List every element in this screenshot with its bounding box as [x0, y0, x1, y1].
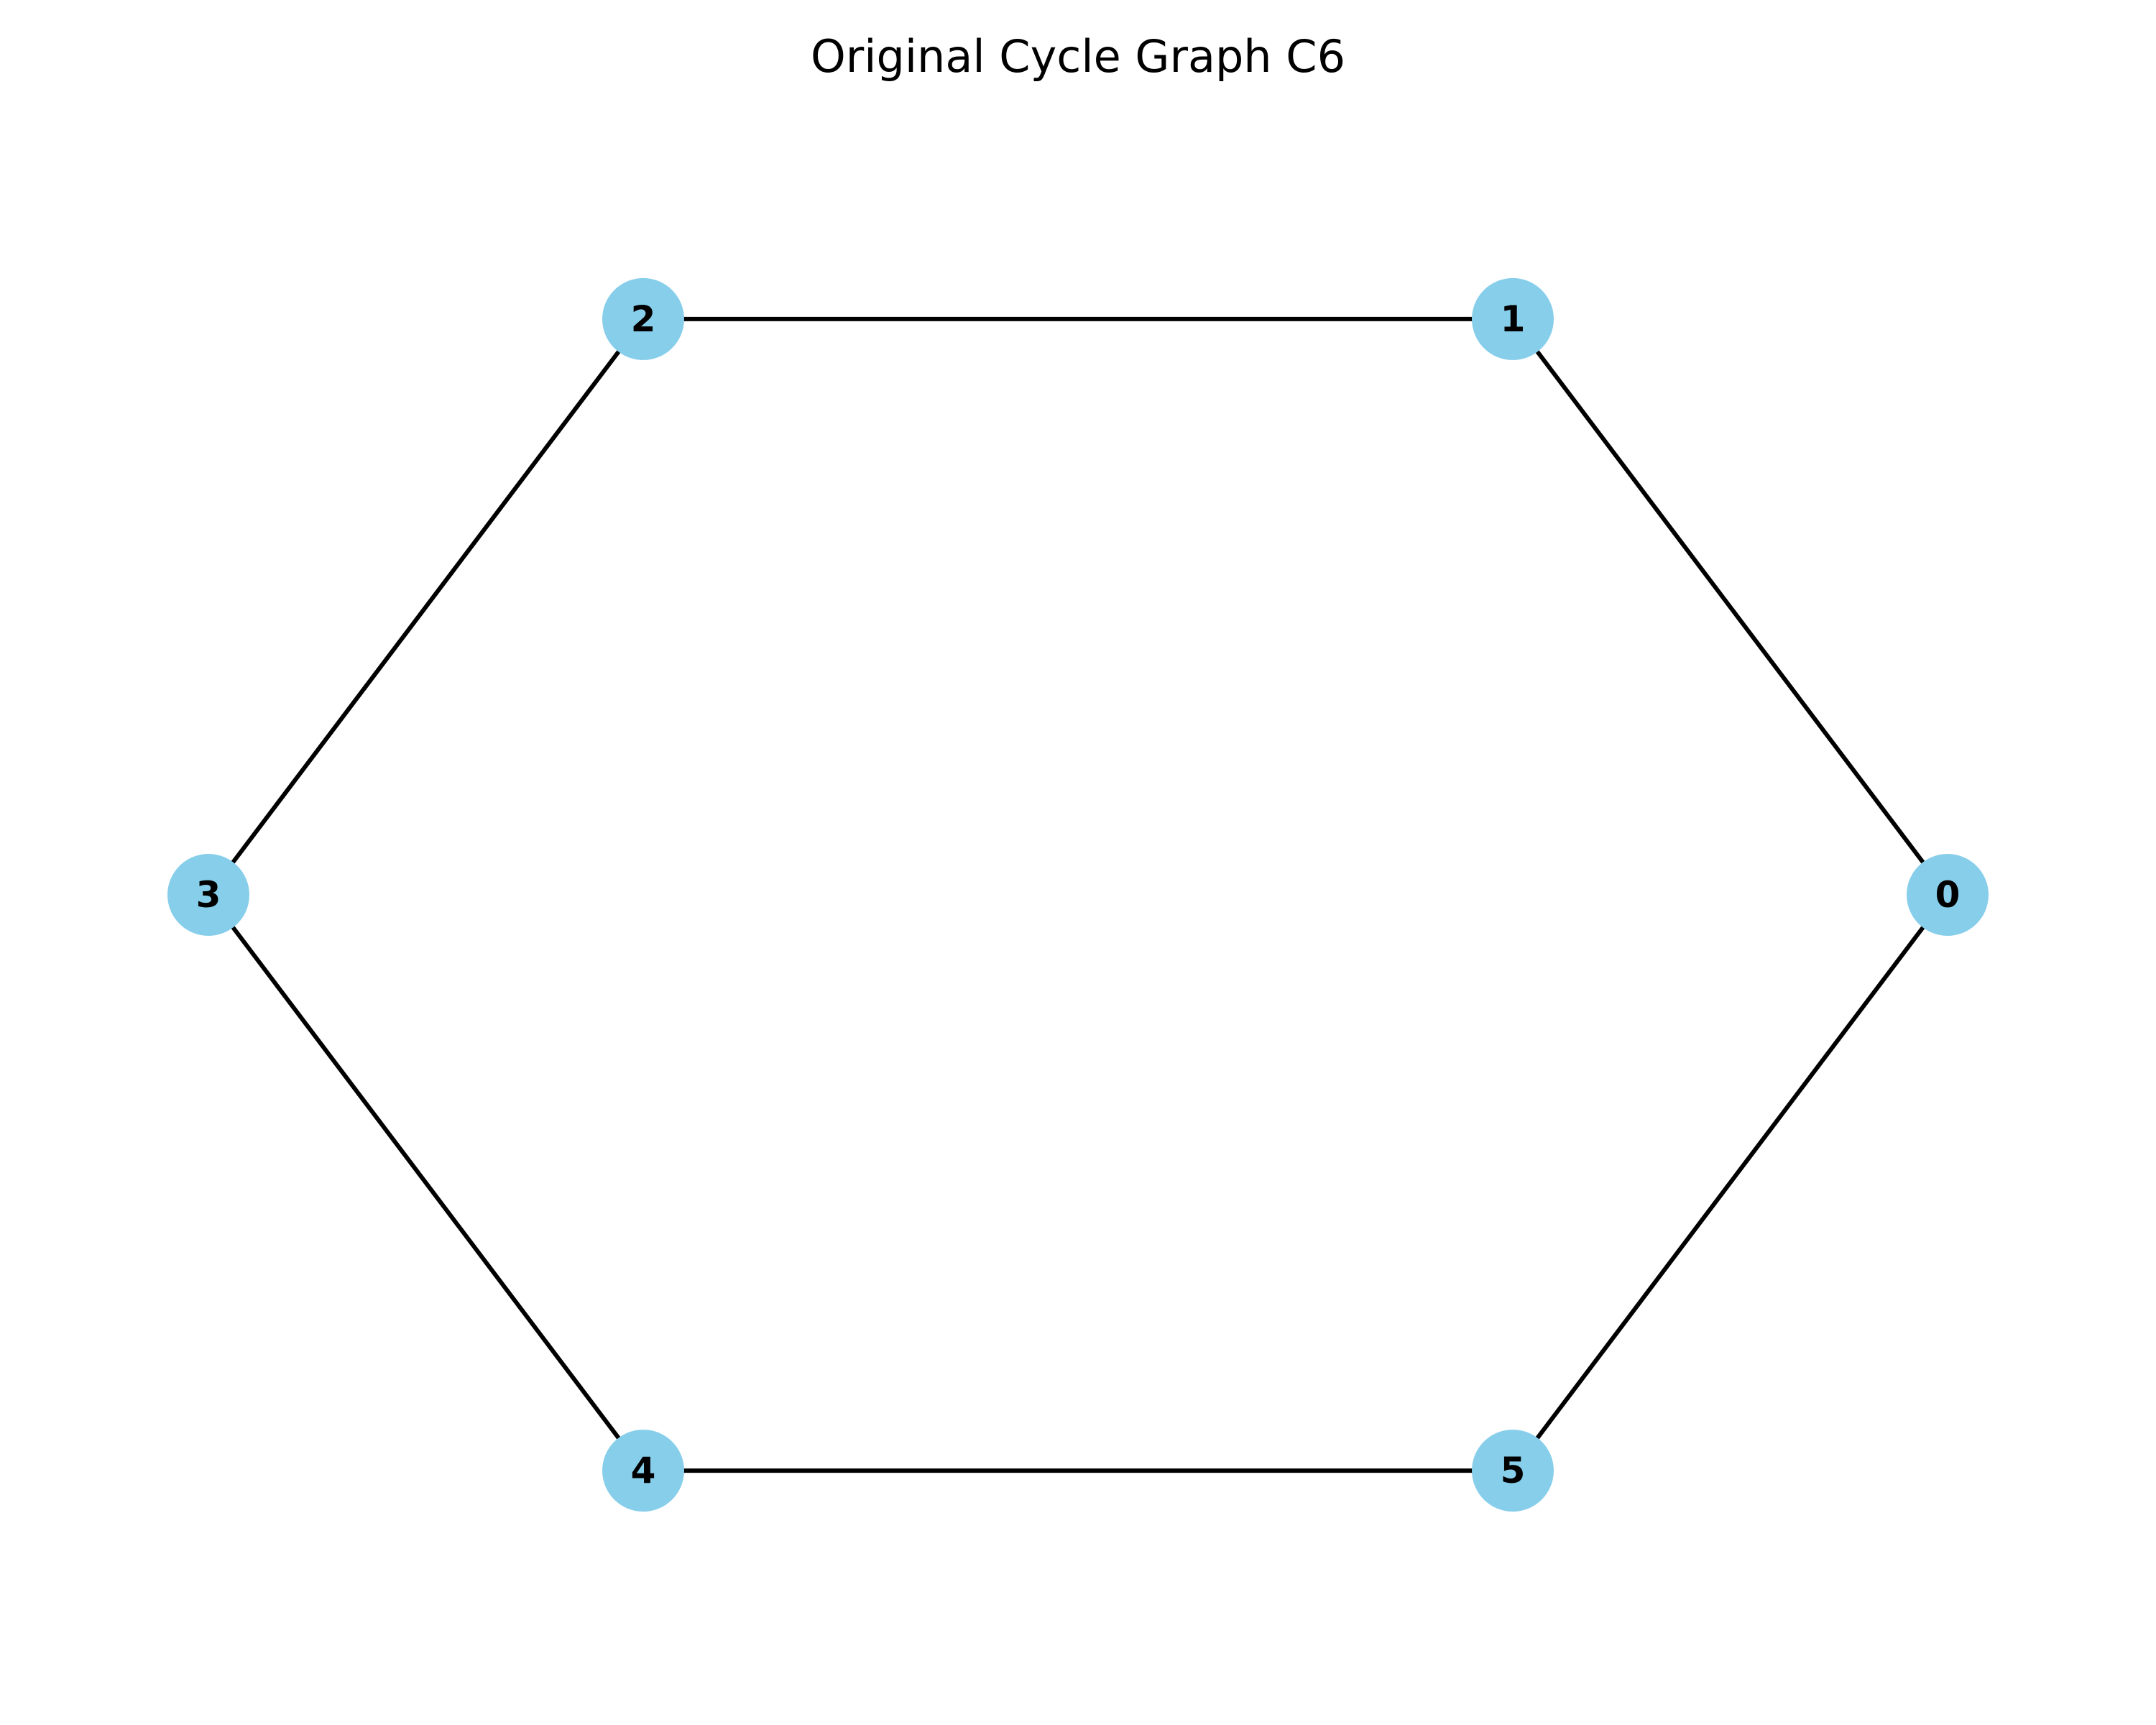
nodes-layer: 0 1 2 3 4 5	[167, 277, 1989, 1512]
node-2: 2	[602, 277, 684, 360]
edge-0-1	[1511, 318, 1950, 896]
node-label-0: 0	[1935, 874, 1961, 916]
node-label-3: 3	[196, 874, 221, 916]
node-circle-3	[167, 854, 249, 936]
node-label-2: 2	[631, 298, 656, 340]
node-3: 3	[167, 854, 249, 936]
node-4: 4	[602, 1430, 684, 1512]
node-circle-5	[1472, 1430, 1554, 1512]
node-0: 0	[1907, 854, 1989, 936]
node-1: 1	[1472, 277, 1554, 360]
node-circle-4	[602, 1430, 684, 1512]
node-label-1: 1	[1501, 298, 1526, 340]
node-circle-2	[602, 277, 684, 360]
node-label-5: 5	[1501, 1450, 1526, 1491]
edge-2-3	[206, 318, 645, 896]
edge-5-0	[1511, 893, 1950, 1472]
node-5: 5	[1472, 1430, 1554, 1512]
node-label-4: 4	[631, 1450, 656, 1491]
figure-title: Original Cycle Graph C6	[811, 30, 1345, 83]
edges-layer	[206, 316, 1950, 1473]
edge-3-4	[206, 893, 645, 1472]
node-circle-0	[1907, 854, 1989, 936]
node-circle-1	[1472, 277, 1554, 360]
